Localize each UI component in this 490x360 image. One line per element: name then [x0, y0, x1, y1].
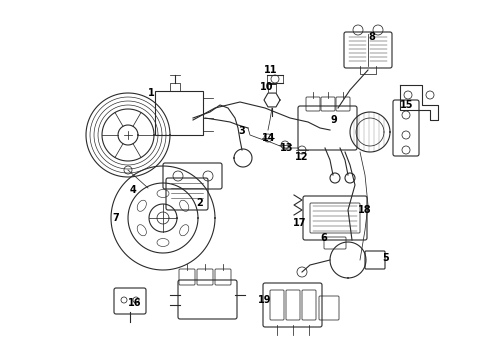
Text: 1: 1 — [148, 88, 155, 98]
Text: 10: 10 — [260, 82, 273, 92]
Text: 6: 6 — [320, 233, 327, 243]
Text: 9: 9 — [330, 115, 337, 125]
Text: 8: 8 — [368, 32, 375, 42]
Text: 15: 15 — [400, 100, 414, 110]
Text: 7: 7 — [112, 213, 119, 223]
Text: 12: 12 — [295, 152, 309, 162]
Text: 11: 11 — [264, 65, 277, 75]
Text: 2: 2 — [196, 198, 203, 208]
Text: 17: 17 — [293, 218, 307, 228]
Text: 14: 14 — [262, 133, 275, 143]
Bar — [155, 91, 203, 135]
Text: 5: 5 — [382, 253, 389, 263]
Text: 19: 19 — [258, 295, 271, 305]
Text: 16: 16 — [128, 298, 142, 308]
Text: 3: 3 — [238, 126, 245, 136]
Text: 4: 4 — [130, 185, 137, 195]
Text: 18: 18 — [358, 205, 371, 215]
Text: 13: 13 — [280, 143, 294, 153]
